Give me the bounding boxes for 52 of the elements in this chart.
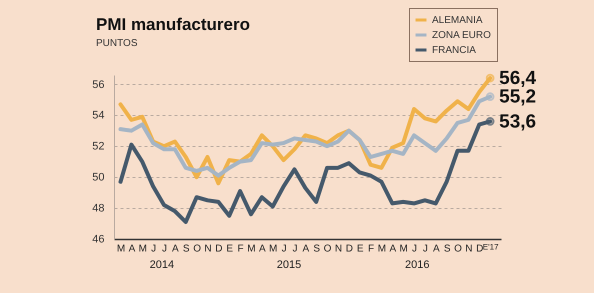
x-tick-label: J — [282, 244, 287, 254]
y-tick-label: 54 — [92, 110, 104, 122]
x-tick-label: S — [313, 244, 320, 254]
x-tick-label: S — [182, 244, 190, 254]
x-tick-label: J — [412, 244, 418, 254]
data-label: 55,2 — [499, 86, 536, 108]
x-tick-label: E — [356, 244, 364, 254]
text: 2016 — [405, 259, 430, 271]
y-tick-label: 46 — [92, 234, 104, 246]
y-tick-label: 56 — [92, 78, 104, 91]
x-tick-label: S — [444, 244, 451, 254]
x-tick-label: M — [378, 244, 386, 254]
x-tick-label: M — [269, 244, 278, 254]
y-tick-label: 48 — [92, 202, 104, 215]
x-tick-label: F — [238, 244, 244, 254]
x-tick-label: N — [465, 244, 473, 254]
x-tick-label: A — [259, 244, 266, 254]
x-tick-label: N — [204, 244, 212, 254]
x-tick-label: E'17 — [482, 242, 500, 252]
chart-subtitle: PUNTOS — [96, 38, 138, 49]
x-tick-label: J — [292, 244, 298, 254]
x-tick-label: A — [302, 244, 310, 254]
y-tick-label: 50 — [92, 172, 104, 184]
x-tick-label: A — [389, 244, 396, 254]
legend-label: ALEMANIA — [432, 15, 483, 26]
x-tick-label: F — [368, 244, 374, 254]
x-tick-label: A — [172, 244, 180, 254]
chart-title: PMI manufacturero — [96, 15, 250, 34]
text: 2014 — [150, 259, 174, 271]
x-tick-label: E — [226, 244, 234, 254]
x-tick-label: M — [138, 244, 147, 254]
x-tick-label: A — [128, 244, 136, 254]
data-label: 56,4 — [499, 68, 537, 90]
x-tick-label: A — [432, 244, 440, 254]
x-tick-label: O — [324, 244, 332, 254]
y-tick-label: 52 — [92, 140, 104, 153]
legend-label: FRANCIA — [432, 45, 476, 56]
x-tick-label: D — [476, 244, 484, 254]
data-label: 53,6 — [499, 111, 536, 132]
x-tick-label: D — [215, 244, 222, 254]
text: 2015 — [276, 259, 302, 271]
x-tick-label: J — [151, 244, 156, 254]
x-tick-label: J — [162, 244, 168, 254]
x-tick-label: D — [346, 244, 353, 254]
x-tick-label: O — [193, 244, 202, 254]
x-tick-label: M — [247, 244, 256, 254]
x-tick-label: N — [334, 244, 342, 254]
x-tick-label: O — [454, 244, 462, 254]
x-tick-label: M — [399, 244, 408, 254]
legend-label: ZONA EURO — [432, 30, 492, 41]
x-tick-label: J — [422, 244, 428, 254]
x-tick-label: M — [116, 244, 126, 254]
